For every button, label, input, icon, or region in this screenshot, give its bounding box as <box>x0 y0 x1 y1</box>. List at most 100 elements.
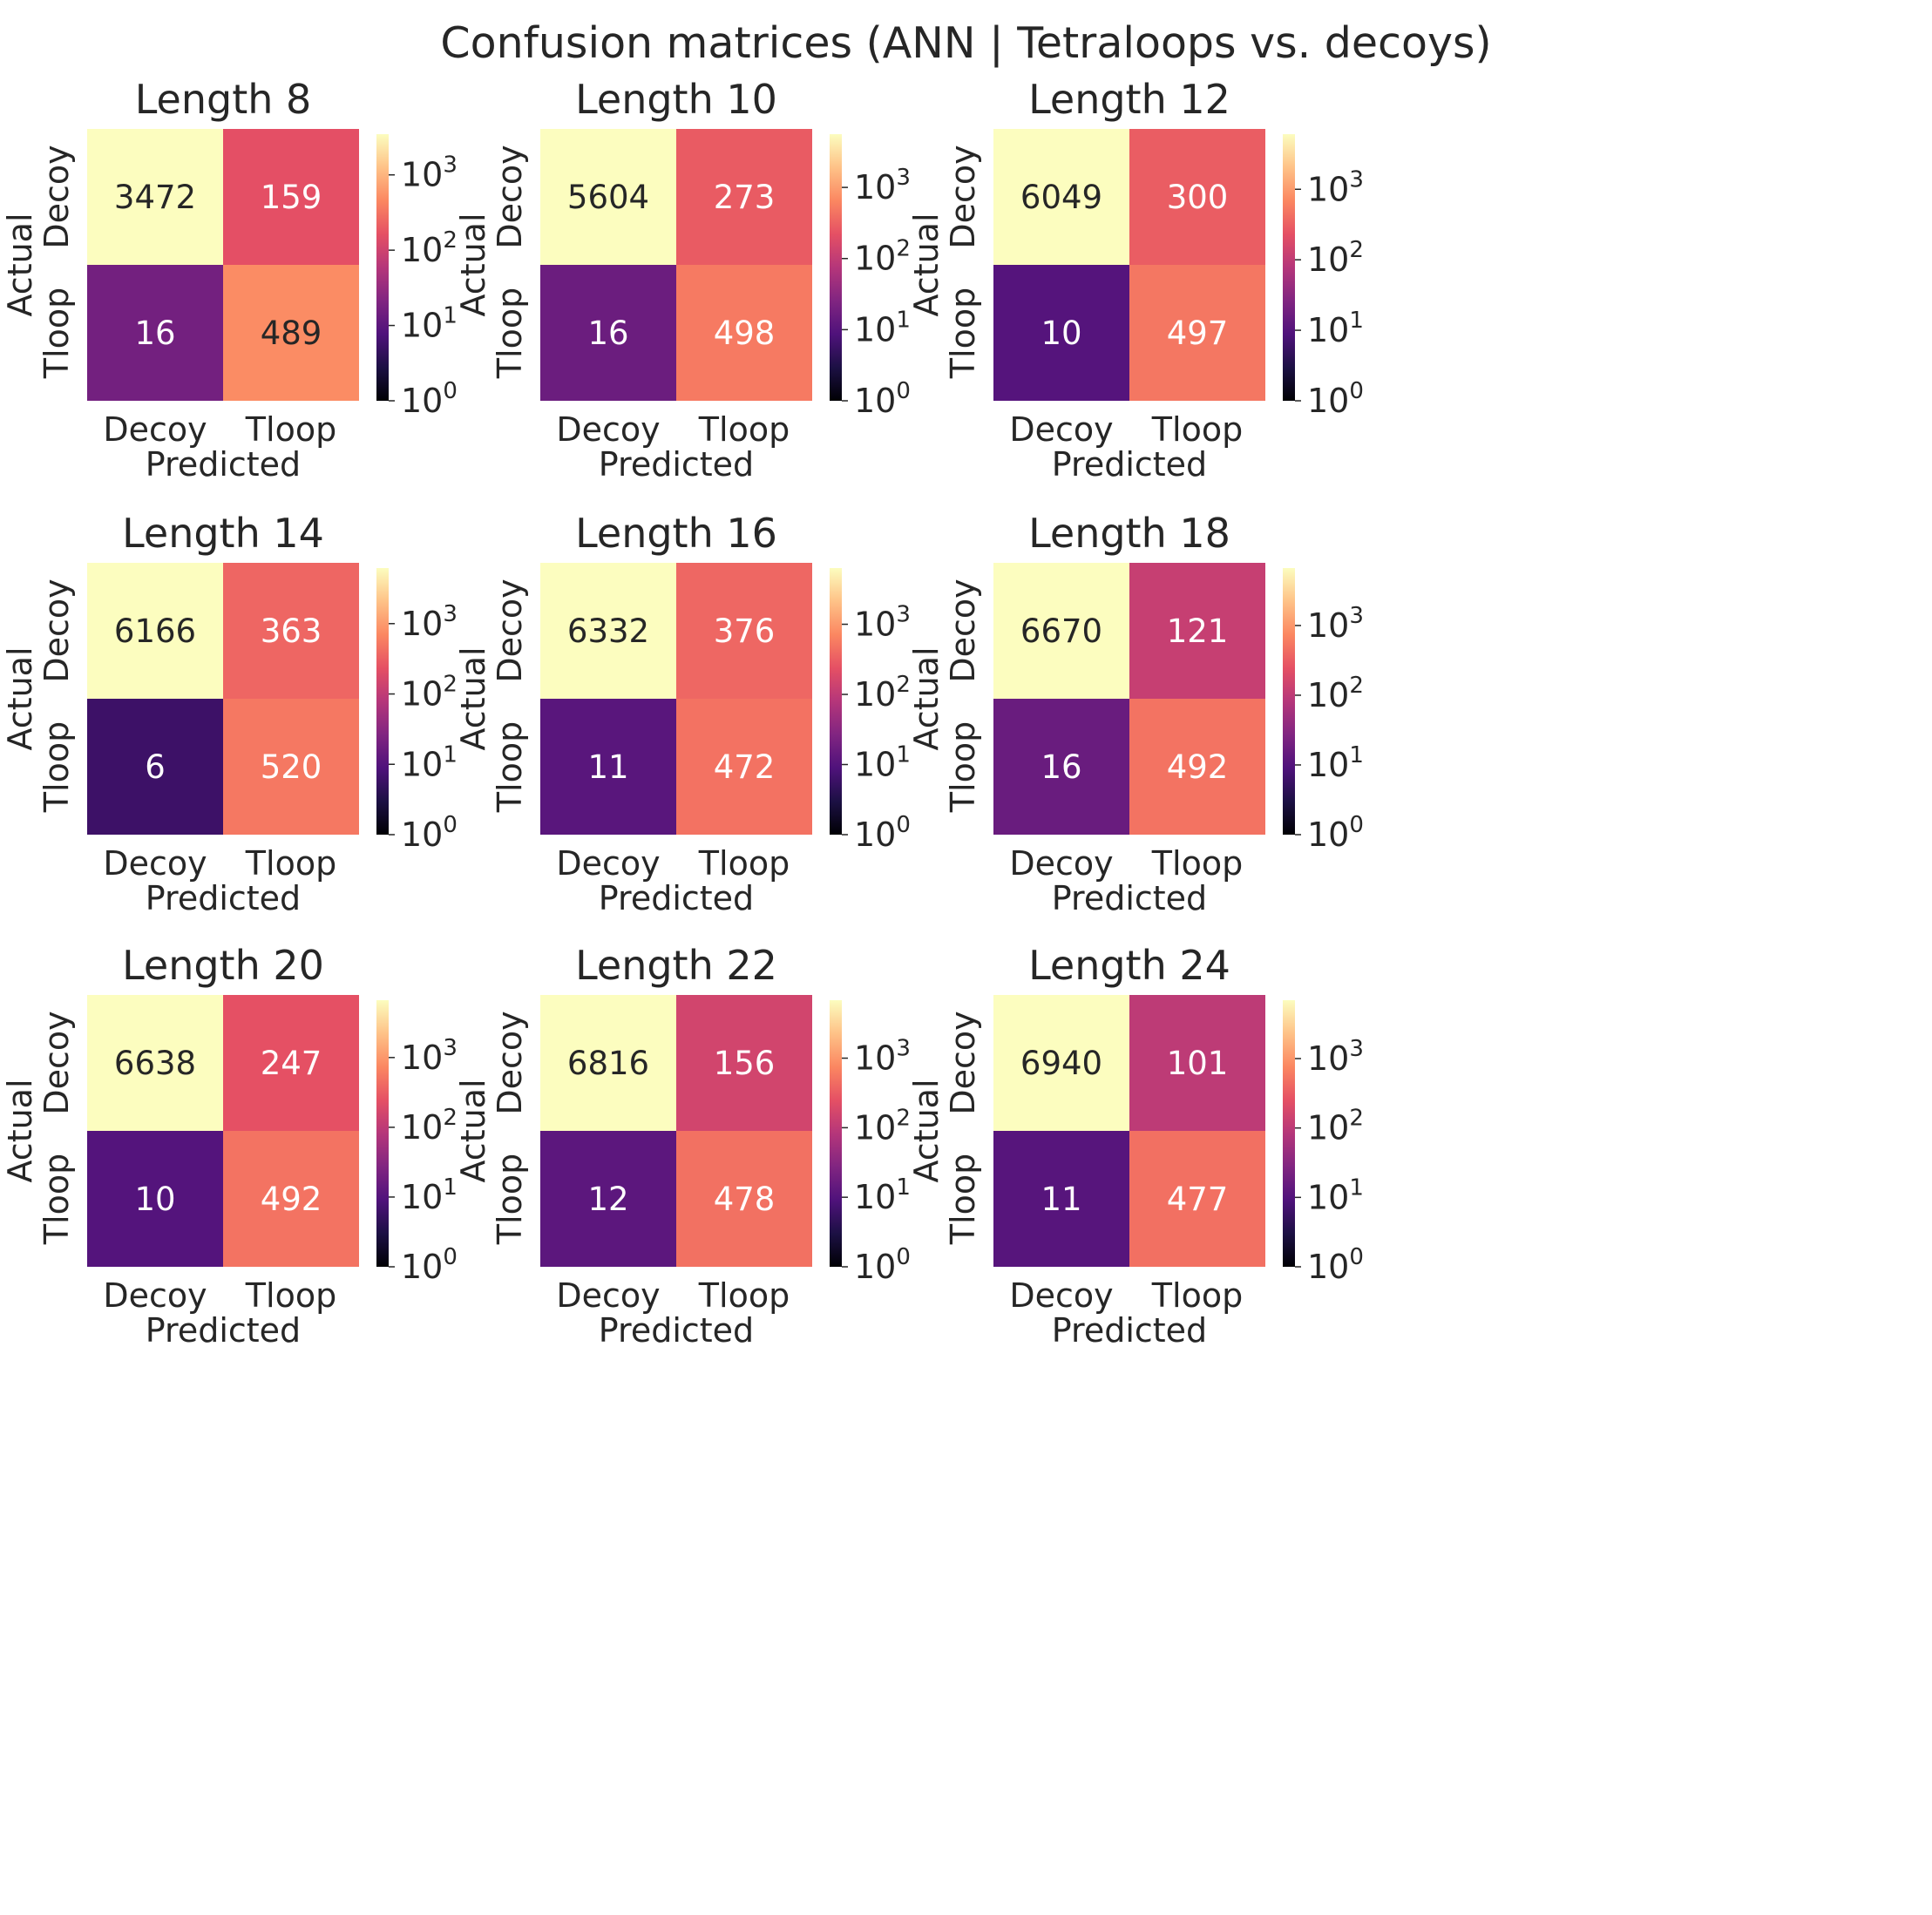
heatmap-cell <box>1129 129 1265 265</box>
heatmap-cell <box>223 129 359 265</box>
heatmap-cell <box>223 1131 359 1267</box>
y-axis-label: Actual <box>1 646 39 750</box>
y-tick-label: Decoy <box>37 579 76 682</box>
panel-title: Length 24 <box>1028 942 1230 989</box>
x-tick-label: Decoy <box>103 410 207 449</box>
heatmap-panel-9: Length 24 6940 101 11 477 Decoy Tloop Decoy Tloo… <box>907 942 1364 1350</box>
x-tick-label: Tloop <box>1151 410 1243 449</box>
cell-value-label: 159 <box>261 179 322 216</box>
x-tick-label: Decoy <box>556 410 660 449</box>
y-axis-label: Actual <box>454 646 492 750</box>
colorbar-tick-label: 101 <box>1307 308 1364 349</box>
cell-value-label: 6 <box>145 748 166 786</box>
cell-value-label: 363 <box>261 612 322 650</box>
colorbar-tick-label: 101 <box>1307 1174 1364 1216</box>
x-axis-label: Predicted <box>1052 445 1207 484</box>
cell-value-label: 492 <box>1167 748 1229 786</box>
heatmap-panel-2: Length 10 5604 273 16 498 Decoy Tloop Decoy Tloo… <box>454 76 911 484</box>
y-axis-label: Actual <box>454 213 492 316</box>
cell-value-label: 477 <box>1167 1181 1229 1218</box>
colorbar-tick-label: 100 <box>401 812 458 854</box>
cell-value-label: 6940 <box>1020 1045 1102 1082</box>
y-tick-label: Tloop <box>37 721 76 813</box>
figure-title: Confusion matrices (ANN | Tetraloops vs.… <box>440 18 1492 68</box>
colorbar <box>1283 568 1295 835</box>
y-tick-label: Tloop <box>37 1154 76 1245</box>
colorbar-tick-label: 100 <box>401 1244 458 1286</box>
cell-value-label: 376 <box>714 612 776 650</box>
y-axis-label: Actual <box>907 213 946 316</box>
y-axis-label: Actual <box>907 646 946 750</box>
colorbar-tick-label: 102 <box>401 227 458 269</box>
colorbar <box>830 568 842 835</box>
heatmap-cell <box>676 265 812 401</box>
panel-title: Length 18 <box>1028 510 1230 557</box>
y-tick-label: Decoy <box>37 1011 76 1114</box>
heatmap-panel-6: Length 18 6670 121 16 492 Decoy Tloop Decoy Tloo… <box>907 510 1364 917</box>
cell-value-label: 273 <box>714 179 776 216</box>
y-tick-label: Tloop <box>944 721 982 813</box>
heatmap-cell <box>540 129 676 265</box>
heatmap-cell <box>540 699 676 835</box>
heatmap-cell <box>87 129 223 265</box>
cell-value-label: 497 <box>1167 315 1229 352</box>
cell-value-label: 10 <box>134 1181 175 1218</box>
heatmap-cell <box>676 995 812 1131</box>
panel-title: Length 12 <box>1028 76 1230 123</box>
heatmap-cell <box>1129 1131 1265 1267</box>
x-axis-label: Predicted <box>146 445 301 484</box>
x-axis-label: Predicted <box>1052 879 1207 917</box>
colorbar-tick-label: 103 <box>1307 1036 1364 1078</box>
heatmap-cell <box>223 699 359 835</box>
colorbar-tick-label: 100 <box>854 812 911 854</box>
heatmap-cell <box>87 1131 223 1267</box>
x-tick-label: Decoy <box>103 1276 207 1315</box>
colorbar-tick-label: 100 <box>1307 378 1364 420</box>
x-tick-label: Tloop <box>698 844 790 883</box>
cell-value-label: 121 <box>1167 612 1229 650</box>
x-tick-label: Tloop <box>245 844 336 883</box>
colorbar-tick-label: 100 <box>854 378 911 420</box>
heatmap-cell <box>676 1131 812 1267</box>
colorbar <box>1283 134 1295 401</box>
y-tick-label: Tloop <box>37 288 76 379</box>
panel-title: Length 10 <box>575 76 777 123</box>
x-tick-label: Tloop <box>1151 1276 1243 1315</box>
y-tick-label: Tloop <box>491 721 529 813</box>
heatmap-cell <box>1129 995 1265 1131</box>
colorbar-tick-label: 102 <box>401 1105 458 1147</box>
colorbar <box>1283 1000 1295 1267</box>
y-tick-label: Tloop <box>491 1154 529 1245</box>
heatmap-cell <box>1129 699 1265 835</box>
colorbar <box>376 134 389 401</box>
heatmap-cell <box>223 563 359 699</box>
cell-value-label: 492 <box>261 1181 322 1218</box>
cell-value-label: 5604 <box>567 179 649 216</box>
y-tick-label: Decoy <box>944 1011 982 1114</box>
heatmap-cell <box>1129 563 1265 699</box>
colorbar-tick-label: 103 <box>854 165 911 206</box>
y-tick-label: Decoy <box>944 145 982 248</box>
cell-value-label: 10 <box>1041 315 1081 352</box>
y-tick-label: Decoy <box>491 145 529 248</box>
colorbar-tick-label: 100 <box>1307 812 1364 854</box>
cell-value-label: 300 <box>1167 179 1229 216</box>
colorbar-tick-label: 102 <box>854 236 911 278</box>
x-tick-label: Decoy <box>556 1276 660 1315</box>
colorbar-tick-label: 103 <box>401 601 458 643</box>
y-axis-label: Actual <box>1 1079 39 1182</box>
y-axis-label: Actual <box>454 1079 492 1182</box>
colorbar-tick-label: 101 <box>401 1174 458 1216</box>
cell-value-label: 6166 <box>114 612 196 650</box>
panel-title: Length 8 <box>135 76 312 123</box>
colorbar-tick-label: 101 <box>401 303 458 345</box>
x-tick-label: Tloop <box>698 410 790 449</box>
heatmap-cell <box>87 265 223 401</box>
cell-value-label: 11 <box>587 748 628 786</box>
colorbar-tick-label: 101 <box>854 742 911 784</box>
cell-value-label: 489 <box>261 315 322 352</box>
panel-title: Length 22 <box>575 942 777 989</box>
colorbar <box>830 134 842 401</box>
heatmap-cell <box>540 265 676 401</box>
x-tick-label: Decoy <box>1009 844 1113 883</box>
